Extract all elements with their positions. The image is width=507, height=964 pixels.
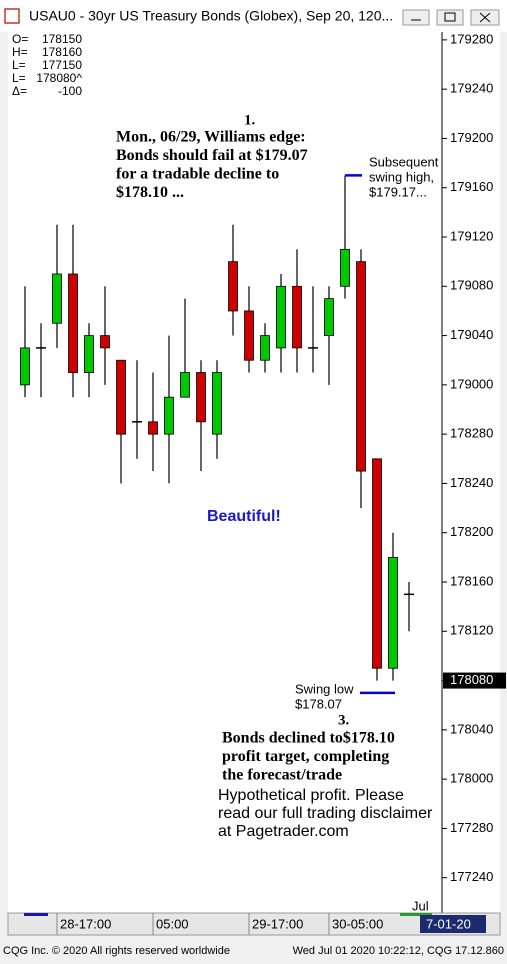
last-price-label: 178080 — [450, 672, 493, 687]
y-tick-label: 179280 — [450, 31, 493, 46]
candle-body — [260, 335, 270, 361]
candle-body — [212, 372, 222, 435]
timestamp: Wed Jul 01 2020 10:22:12, CQG 17.12.860 — [293, 945, 504, 957]
info-key: L= — [12, 71, 26, 85]
candle-body — [324, 298, 334, 336]
annotation-text: $178.07 — [295, 696, 342, 711]
candle-body — [116, 359, 126, 435]
status-bar — [0, 940, 507, 959]
candle-body — [356, 261, 366, 472]
info-key: H= — [12, 45, 28, 59]
annotation-text: swing high, — [369, 169, 434, 184]
candle-body — [180, 372, 190, 398]
y-tick-label: 178240 — [450, 475, 493, 490]
y-tick-label: 178280 — [450, 426, 493, 441]
x-tick-label: 30-05:00 — [332, 916, 383, 931]
x-tick-label: 28-17:00 — [60, 916, 111, 931]
info-value: 178160 — [42, 45, 82, 59]
close-icon — [479, 12, 491, 23]
scroll-indicator — [400, 913, 432, 916]
plot-area — [8, 32, 500, 913]
annotation-text: at Pagetrader.com — [218, 823, 349, 840]
annotation-text: Swing low — [295, 681, 354, 696]
candle-body — [148, 421, 158, 435]
y-tick-label: 179120 — [450, 228, 493, 243]
window-title: USAU0 - 30yr US Treasury Bonds (Globex),… — [29, 8, 393, 24]
info-value: 178080^ — [36, 71, 82, 85]
candle-body — [52, 273, 62, 324]
x-tick-label: 05:00 — [156, 916, 189, 931]
annotation-text: read our full trading disclaimer — [218, 805, 433, 822]
x-tick-label: 29-17:00 — [252, 916, 303, 931]
maximize-icon — [444, 12, 456, 22]
y-tick-label: 179040 — [450, 327, 493, 342]
info-value: 177150 — [42, 58, 82, 72]
candle-body — [84, 335, 94, 373]
date-box — [420, 915, 486, 933]
annotation-number: 3. — [338, 712, 350, 728]
info-key: Δ= — [12, 84, 27, 98]
y-tick-label: 179160 — [450, 179, 493, 194]
candle-body — [276, 285, 286, 349]
candle-body — [388, 556, 398, 669]
annotation-text: the forecast/trade — [222, 767, 342, 784]
info-value: -100 — [58, 84, 82, 98]
last-price-box — [443, 672, 506, 689]
annotation-text: Hypothetical profit. Please — [218, 787, 404, 804]
candle-body — [20, 347, 30, 386]
candle-body — [292, 285, 302, 349]
y-tick-label: 179080 — [450, 278, 493, 293]
annotation-text: Beautiful! — [207, 508, 281, 525]
candle-body — [228, 261, 238, 312]
annotation-text: profit target, completing — [222, 748, 389, 765]
copyright: CQG Inc. © 2020 All rights reserved worl… — [3, 945, 230, 957]
time-axis — [7, 912, 501, 936]
annotation-text: for a tradable decline to — [116, 166, 279, 183]
y-tick-label: 178200 — [450, 524, 493, 539]
y-tick-label: 178000 — [450, 771, 493, 786]
candle-body — [196, 372, 206, 423]
candle-body — [68, 273, 78, 373]
y-tick-label: 178120 — [450, 623, 493, 638]
annotation-text: Bonds declined to$178.10 — [222, 730, 395, 747]
y-tick-label: 178160 — [450, 573, 493, 588]
annotation-text: $178.10 ... — [116, 184, 184, 201]
y-tick-label: 177240 — [450, 869, 493, 884]
annotation-text: Bonds should fail at $179.07 — [116, 147, 308, 164]
y-tick-label: 179240 — [450, 81, 493, 96]
candle-body — [164, 396, 174, 435]
scroll-indicator — [24, 913, 48, 916]
candle-body — [340, 248, 350, 287]
annotation-text: $179.17... — [369, 184, 427, 199]
window-buttons[interactable] — [402, 9, 500, 26]
minimize-button[interactable] — [402, 9, 430, 26]
annotation-text: Subsequent — [369, 154, 439, 169]
y-tick-label: 177280 — [450, 820, 493, 835]
y-tick-label: 178040 — [450, 721, 493, 736]
candle-body — [372, 458, 382, 669]
chart-content: O= 178150 H= 178160 L= 177150 L= 178080^ Δ= -100 1… — [12, 31, 506, 935]
annotation-text: Mon., 06/29, Williams edge: — [116, 129, 306, 146]
info-key: O= — [12, 32, 28, 46]
candle-body — [244, 310, 254, 361]
month-label: Jul — [412, 898, 429, 913]
maximize-button[interactable] — [436, 9, 464, 26]
candles — [20, 175, 414, 681]
annotation-number: 1. — [244, 112, 256, 128]
app-icon — [4, 8, 20, 24]
candle-body — [100, 335, 110, 349]
y-tick-label: 179000 — [450, 376, 493, 391]
y-tick-label: 179200 — [450, 130, 493, 145]
date-label: 7-01-20 — [426, 916, 471, 931]
info-key: L= — [12, 58, 26, 72]
info-value: 178150 — [42, 32, 82, 46]
